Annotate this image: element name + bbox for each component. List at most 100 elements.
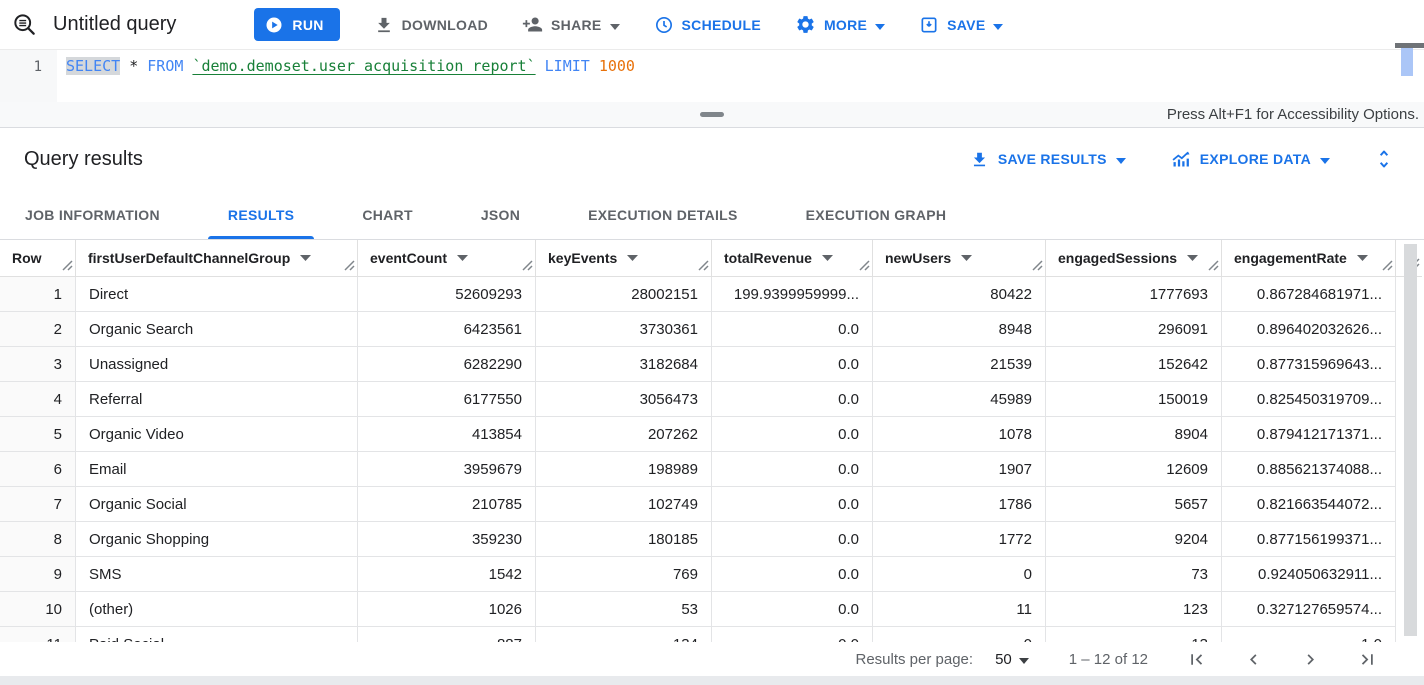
- splitter-drag-handle[interactable]: [700, 112, 724, 117]
- column-menu-icon[interactable]: [457, 255, 468, 261]
- tab-results[interactable]: RESULTS: [194, 190, 328, 239]
- first-page-icon: [1186, 649, 1207, 670]
- column-resize-grip[interactable]: [859, 258, 870, 274]
- row-number-cell: 9: [0, 557, 76, 592]
- tab-execution-details[interactable]: EXECUTION DETAILS: [554, 190, 772, 239]
- column-menu-icon[interactable]: [821, 255, 833, 261]
- table-cell: 180185: [536, 522, 712, 557]
- chevron-left-icon: [1243, 649, 1264, 670]
- table-cell: 150019: [1046, 382, 1222, 417]
- table-cell: 52609293: [358, 277, 536, 312]
- table-cell: 45989: [873, 382, 1046, 417]
- chevron-down-icon: [993, 17, 1004, 33]
- table-cell: 1.0: [1222, 627, 1396, 642]
- sql-table-reference[interactable]: `demo.demoset.user_acquisition_report`: [192, 57, 536, 75]
- first-page-button[interactable]: [1168, 649, 1225, 670]
- next-page-button[interactable]: [1282, 649, 1339, 670]
- more-button[interactable]: MORE: [795, 14, 886, 35]
- page-size-select[interactable]: 50: [995, 651, 1029, 668]
- table-cell: 3056473: [536, 382, 712, 417]
- column-header-label: newUsers: [885, 250, 952, 266]
- table-scrollbar-thumb[interactable]: [1404, 244, 1417, 636]
- line-number-gutter: 1: [0, 50, 57, 102]
- column-menu-icon[interactable]: [627, 255, 639, 261]
- table-cell: 887: [358, 627, 536, 642]
- collapse-results-button[interactable]: [1374, 148, 1394, 170]
- column-menu-icon[interactable]: [1187, 255, 1199, 261]
- tab-execution-graph[interactable]: EXECUTION GRAPH: [772, 190, 981, 239]
- editor-scrollbar-thumb[interactable]: [1401, 48, 1413, 76]
- column-resize-grip[interactable]: [344, 258, 355, 274]
- table-cell: 28002151: [536, 277, 712, 312]
- last-page-button[interactable]: [1339, 649, 1396, 670]
- table-cell: 123: [1046, 592, 1222, 627]
- schedule-button[interactable]: SCHEDULE: [654, 15, 761, 35]
- column-resize-grip[interactable]: [698, 258, 709, 274]
- column-header-keyEvents: keyEvents: [536, 240, 712, 277]
- sql-editor[interactable]: 1 SELECT * FROM `demo.demoset.user_acqui…: [0, 48, 1424, 102]
- table-cell: 5657: [1046, 487, 1222, 522]
- run-button[interactable]: RUN: [254, 8, 340, 41]
- column-header-label: Row: [12, 250, 42, 266]
- query-icon: [12, 12, 37, 37]
- chart-icon: [1170, 149, 1191, 170]
- column-menu-icon[interactable]: [300, 255, 312, 261]
- previous-page-button[interactable]: [1225, 649, 1282, 670]
- column-resize-grip[interactable]: [1382, 258, 1393, 274]
- table-cell: 0.877156199371...: [1222, 522, 1396, 557]
- tab-label: EXECUTION GRAPH: [805, 206, 947, 223]
- table-cell: 3730361: [536, 312, 712, 347]
- table-cell: 0.0: [712, 487, 873, 522]
- table-cell: 21539: [873, 347, 1046, 382]
- table-cell: 0.879412171371...: [1222, 417, 1396, 452]
- table-row: 1 Direct 52609293 28002151 199.9399959999...…: [0, 277, 1424, 312]
- sql-code-line[interactable]: SELECT * FROM `demo.demoset.user_acquisi…: [66, 57, 635, 75]
- editor-scroll-corner: [1395, 43, 1424, 48]
- table-row: 3 Unassigned 6282290 3182684 0.0 21539 152642 0…: [0, 347, 1424, 382]
- table-cell: 0: [873, 627, 1046, 642]
- table-cell: 0.0: [712, 627, 873, 642]
- horizontal-scrollbar-track[interactable]: [0, 676, 1424, 685]
- column-menu-icon[interactable]: [1356, 255, 1368, 261]
- table-cell: 1786: [873, 487, 1046, 522]
- chevron-down-icon: [1320, 151, 1330, 167]
- download-icon: [374, 15, 394, 35]
- column-resize-grip[interactable]: [522, 258, 533, 274]
- tab-json[interactable]: JSON: [447, 190, 554, 239]
- table-cell: Email: [76, 452, 358, 487]
- accessibility-note: Press Alt+F1 for Accessibility Options.: [1166, 106, 1419, 123]
- table-cell: 152642: [1046, 347, 1222, 382]
- column-resize-grip[interactable]: [62, 258, 73, 274]
- row-number-cell: 4: [0, 382, 76, 417]
- tab-job-information[interactable]: JOB INFORMATION: [25, 190, 194, 239]
- download-button[interactable]: DOWNLOAD: [374, 15, 488, 35]
- sql-limit-value: 1000: [598, 57, 635, 75]
- query-editor-toolbar: Untitled query RUN DOWNLOAD SHARE: [0, 0, 1424, 50]
- table-cell: Organic Search: [76, 312, 358, 347]
- table-cell: 1772: [873, 522, 1046, 557]
- column-menu-icon[interactable]: [961, 255, 973, 261]
- share-button[interactable]: SHARE: [522, 14, 620, 35]
- table-cell: 0.0: [712, 347, 873, 382]
- save-results-button[interactable]: SAVE RESULTS: [970, 150, 1126, 169]
- tab-label: RESULTS: [227, 206, 295, 223]
- table-cell: 134: [536, 627, 712, 642]
- query-title: Untitled query: [53, 13, 177, 35]
- column-resize-grip[interactable]: [1208, 258, 1219, 274]
- table-cell: 8948: [873, 312, 1046, 347]
- table-header-row: Row firstUserDefaultChannelGroup eventCoun…: [0, 240, 1424, 277]
- save-button[interactable]: SAVE: [919, 15, 1004, 35]
- table-cell: 0.0: [712, 382, 873, 417]
- table-cell: 413854: [358, 417, 536, 452]
- table-cell: 11: [873, 592, 1046, 627]
- splitter-strip: Press Alt+F1 for Accessibility Options.: [0, 102, 1424, 128]
- table-cell: 12609: [1046, 452, 1222, 487]
- tab-chart[interactable]: CHART: [328, 190, 447, 239]
- tab-label: EXECUTION DETAILS: [588, 206, 738, 223]
- column-resize-grip[interactable]: [1032, 258, 1043, 274]
- explore-data-button[interactable]: EXPLORE DATA: [1170, 149, 1330, 170]
- table-row: 8 Organic Shopping 359230 180185 0.0 1772 9204…: [0, 522, 1424, 557]
- table-cell: Organic Video: [76, 417, 358, 452]
- table-cell: 53: [536, 592, 712, 627]
- pagination-bar: Results per page: 50 1 – 12 of 12: [0, 642, 1424, 676]
